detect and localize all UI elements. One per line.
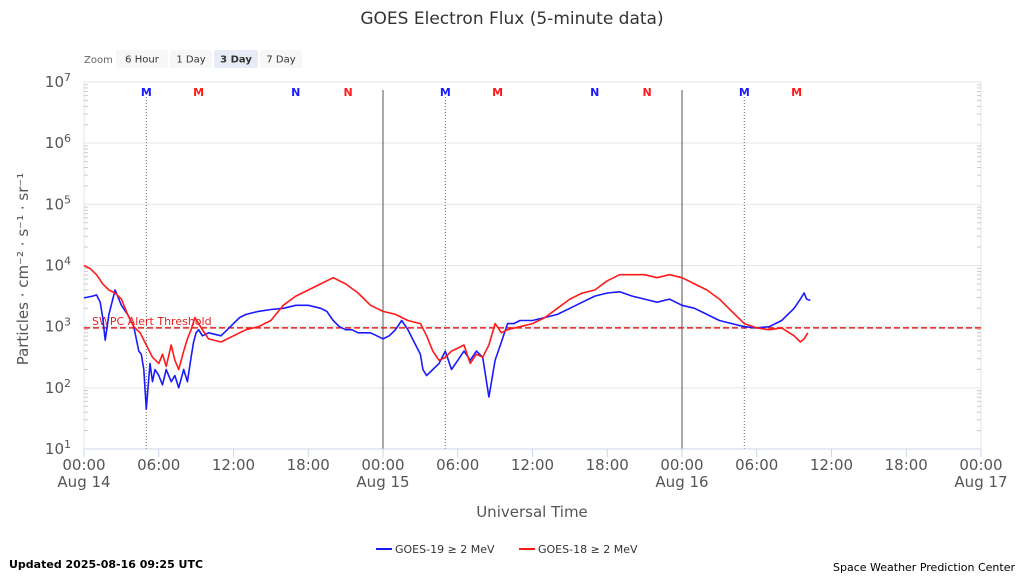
zoom-button-bg[interactable] bbox=[214, 50, 258, 68]
x-tick-label: 06:00 bbox=[137, 456, 180, 474]
zoom-button-bg[interactable] bbox=[170, 50, 212, 68]
x-tick-label: 06:00 bbox=[436, 456, 479, 474]
x-axis-title: Universal Time bbox=[476, 503, 588, 521]
x-tick-date-label: Aug 16 bbox=[655, 473, 708, 491]
zoom-button-1-day[interactable]: 1 Day bbox=[170, 50, 212, 68]
zoom-button-bg[interactable] bbox=[116, 50, 168, 68]
x-tick-label: 18:00 bbox=[885, 456, 928, 474]
credit-text: Space Weather Prediction Center bbox=[833, 561, 1015, 574]
midnight-noon-marker: M bbox=[739, 86, 750, 99]
legend-label[interactable]: GOES-19 ≥ 2 MeV bbox=[395, 543, 495, 556]
chart-title: GOES Electron Flux (5-minute data) bbox=[360, 9, 663, 29]
x-tick-date-label: Aug 17 bbox=[954, 473, 1007, 491]
midnight-noon-marker: M bbox=[791, 86, 802, 99]
zoom-controls: Zoom 6 Hour 1 Day 3 Day 7 Day bbox=[84, 50, 302, 68]
x-tick-date-label: Aug 14 bbox=[57, 473, 110, 491]
x-tick-label: 00:00 bbox=[361, 456, 404, 474]
zoom-button-label[interactable]: 6 Hour bbox=[125, 55, 160, 66]
threshold-label: SWPC Alert Threshold bbox=[92, 315, 212, 328]
y-tick-label: 102 bbox=[45, 377, 71, 397]
zoom-button-label[interactable]: 1 Day bbox=[176, 55, 205, 66]
x-tick-label: 00:00 bbox=[959, 456, 1002, 474]
legend: GOES-19 ≥ 2 MeV GOES-18 ≥ 2 MeV bbox=[376, 543, 638, 556]
midnight-noon-marker: N bbox=[291, 86, 300, 99]
y-tick-label: 105 bbox=[45, 193, 71, 213]
midnight-noon-marker: N bbox=[643, 86, 652, 99]
legend-item-goes-18[interactable]: GOES-18 ≥ 2 MeV bbox=[519, 543, 638, 556]
y-tick-label: 104 bbox=[45, 255, 71, 275]
x-tick-label: 12:00 bbox=[810, 456, 853, 474]
zoom-button-6-hour[interactable]: 6 Hour bbox=[116, 50, 168, 68]
updated-timestamp: Updated 2025-08-16 09:25 UTC bbox=[9, 558, 203, 571]
y-tick-label: 101 bbox=[45, 438, 71, 458]
zoom-button-bg[interactable] bbox=[260, 50, 302, 68]
midnight-noon-marker: M bbox=[141, 86, 152, 99]
x-tick-label: 18:00 bbox=[586, 456, 629, 474]
legend-label[interactable]: GOES-18 ≥ 2 MeV bbox=[538, 543, 638, 556]
x-tick-label: 06:00 bbox=[735, 456, 778, 474]
zoom-button-7-day[interactable]: 7 Day bbox=[260, 50, 302, 68]
legend-item-goes-19[interactable]: GOES-19 ≥ 2 MeV bbox=[376, 543, 495, 556]
x-tick-date-label: Aug 15 bbox=[356, 473, 409, 491]
y-tick-label: 103 bbox=[45, 316, 71, 336]
y-axis-title: Particles · cm⁻² · s⁻¹ · sr⁻¹ bbox=[14, 173, 32, 366]
midnight-noon-marker: M bbox=[492, 86, 503, 99]
zoom-label: Zoom bbox=[84, 55, 113, 66]
plot-area: M M N N M M N N M M SWPC Alert Threshold bbox=[83, 81, 982, 450]
x-tick-label: 00:00 bbox=[660, 456, 703, 474]
y-tick-label: 106 bbox=[45, 132, 71, 152]
series-lines bbox=[83, 264, 811, 410]
zoom-button-label[interactable]: 3 Day bbox=[220, 55, 252, 66]
series-line-goes-19 bbox=[83, 289, 811, 410]
x-tick-label: 18:00 bbox=[287, 456, 330, 474]
x-tick-label: 12:00 bbox=[212, 456, 255, 474]
x-tick-label: 00:00 bbox=[62, 456, 105, 474]
series-line-goes-18 bbox=[83, 264, 809, 371]
zoom-button-label[interactable]: 7 Day bbox=[266, 55, 295, 66]
midnight-noon-marker: N bbox=[344, 86, 353, 99]
y-tick-label: 107 bbox=[45, 71, 71, 91]
midnight-noon-marker: M bbox=[440, 86, 451, 99]
midnight-noon-marker: N bbox=[590, 86, 599, 99]
x-tick-label: 12:00 bbox=[511, 456, 554, 474]
midnight-noon-marker: M bbox=[193, 86, 204, 99]
zoom-button-3-day[interactable]: 3 Day bbox=[214, 50, 258, 68]
